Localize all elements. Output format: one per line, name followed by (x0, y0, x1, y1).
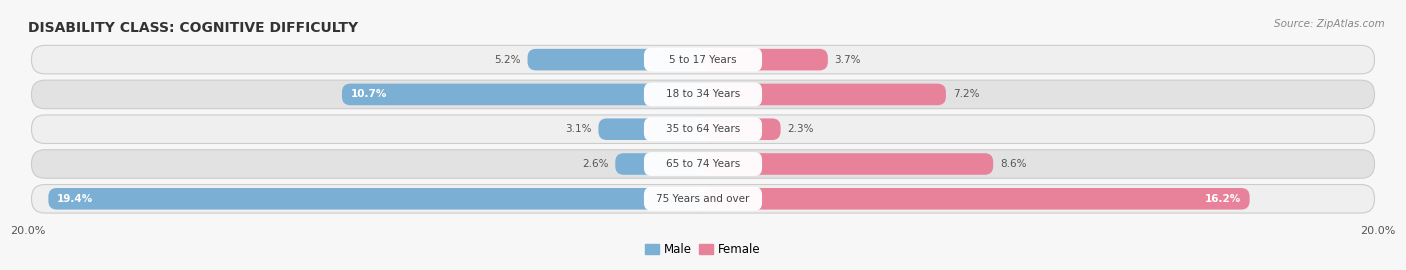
Text: 75 Years and over: 75 Years and over (657, 194, 749, 204)
FancyBboxPatch shape (31, 45, 1375, 74)
Text: Source: ZipAtlas.com: Source: ZipAtlas.com (1274, 19, 1385, 29)
FancyBboxPatch shape (644, 152, 762, 176)
FancyBboxPatch shape (48, 188, 703, 210)
FancyBboxPatch shape (599, 119, 703, 140)
Legend: Male, Female: Male, Female (641, 238, 765, 261)
FancyBboxPatch shape (342, 84, 703, 105)
Text: DISABILITY CLASS: COGNITIVE DIFFICULTY: DISABILITY CLASS: COGNITIVE DIFFICULTY (28, 21, 359, 35)
Text: 3.1%: 3.1% (565, 124, 592, 134)
Text: 2.3%: 2.3% (787, 124, 814, 134)
Text: 10.7%: 10.7% (350, 89, 387, 99)
Text: 8.6%: 8.6% (1000, 159, 1026, 169)
FancyBboxPatch shape (31, 115, 1375, 143)
FancyBboxPatch shape (644, 83, 762, 106)
FancyBboxPatch shape (644, 48, 762, 72)
FancyBboxPatch shape (703, 153, 993, 175)
Text: 3.7%: 3.7% (835, 55, 860, 65)
Text: 7.2%: 7.2% (953, 89, 979, 99)
FancyBboxPatch shape (703, 49, 828, 70)
FancyBboxPatch shape (31, 150, 1375, 178)
Text: 35 to 64 Years: 35 to 64 Years (666, 124, 740, 134)
FancyBboxPatch shape (644, 117, 762, 141)
Text: 16.2%: 16.2% (1205, 194, 1241, 204)
FancyBboxPatch shape (31, 80, 1375, 109)
FancyBboxPatch shape (616, 153, 703, 175)
FancyBboxPatch shape (31, 184, 1375, 213)
Text: 2.6%: 2.6% (582, 159, 609, 169)
FancyBboxPatch shape (703, 188, 1250, 210)
Text: 5 to 17 Years: 5 to 17 Years (669, 55, 737, 65)
FancyBboxPatch shape (644, 187, 762, 211)
FancyBboxPatch shape (527, 49, 703, 70)
Text: 5.2%: 5.2% (495, 55, 520, 65)
Text: 65 to 74 Years: 65 to 74 Years (666, 159, 740, 169)
FancyBboxPatch shape (703, 119, 780, 140)
Text: 19.4%: 19.4% (56, 194, 93, 204)
Text: 18 to 34 Years: 18 to 34 Years (666, 89, 740, 99)
FancyBboxPatch shape (703, 84, 946, 105)
